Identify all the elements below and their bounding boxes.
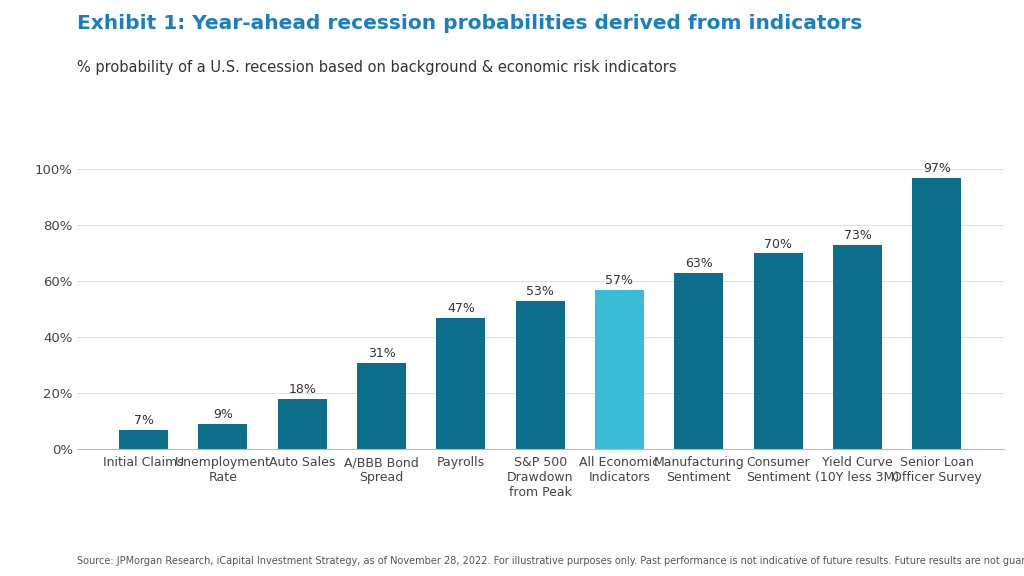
Bar: [199, 424, 248, 449]
Text: 31%: 31%: [368, 347, 395, 359]
Bar: [833, 245, 882, 449]
Bar: [119, 430, 168, 449]
Bar: [278, 399, 327, 449]
Text: 97%: 97%: [923, 162, 950, 175]
Bar: [436, 318, 485, 449]
Text: 53%: 53%: [526, 285, 554, 298]
Text: 7%: 7%: [133, 414, 154, 427]
Text: 63%: 63%: [685, 257, 713, 270]
Text: 57%: 57%: [605, 274, 634, 287]
Text: 9%: 9%: [213, 408, 232, 421]
Bar: [357, 362, 407, 449]
Text: 47%: 47%: [446, 302, 475, 315]
Bar: [595, 290, 644, 449]
Bar: [674, 273, 723, 449]
Text: 18%: 18%: [288, 383, 316, 396]
Bar: [515, 301, 565, 449]
Text: Source: JPMorgan Research, iCapital Investment Strategy, as of November 28, 2022: Source: JPMorgan Research, iCapital Inve…: [77, 556, 1024, 566]
Text: 73%: 73%: [844, 229, 871, 242]
Text: 70%: 70%: [764, 237, 793, 251]
Text: Exhibit 1: Year-ahead recession probabilities derived from indicators: Exhibit 1: Year-ahead recession probabil…: [77, 14, 862, 33]
Text: % probability of a U.S. recession based on background & economic risk indicators: % probability of a U.S. recession based …: [77, 60, 677, 75]
Bar: [912, 178, 962, 449]
Bar: [754, 253, 803, 449]
